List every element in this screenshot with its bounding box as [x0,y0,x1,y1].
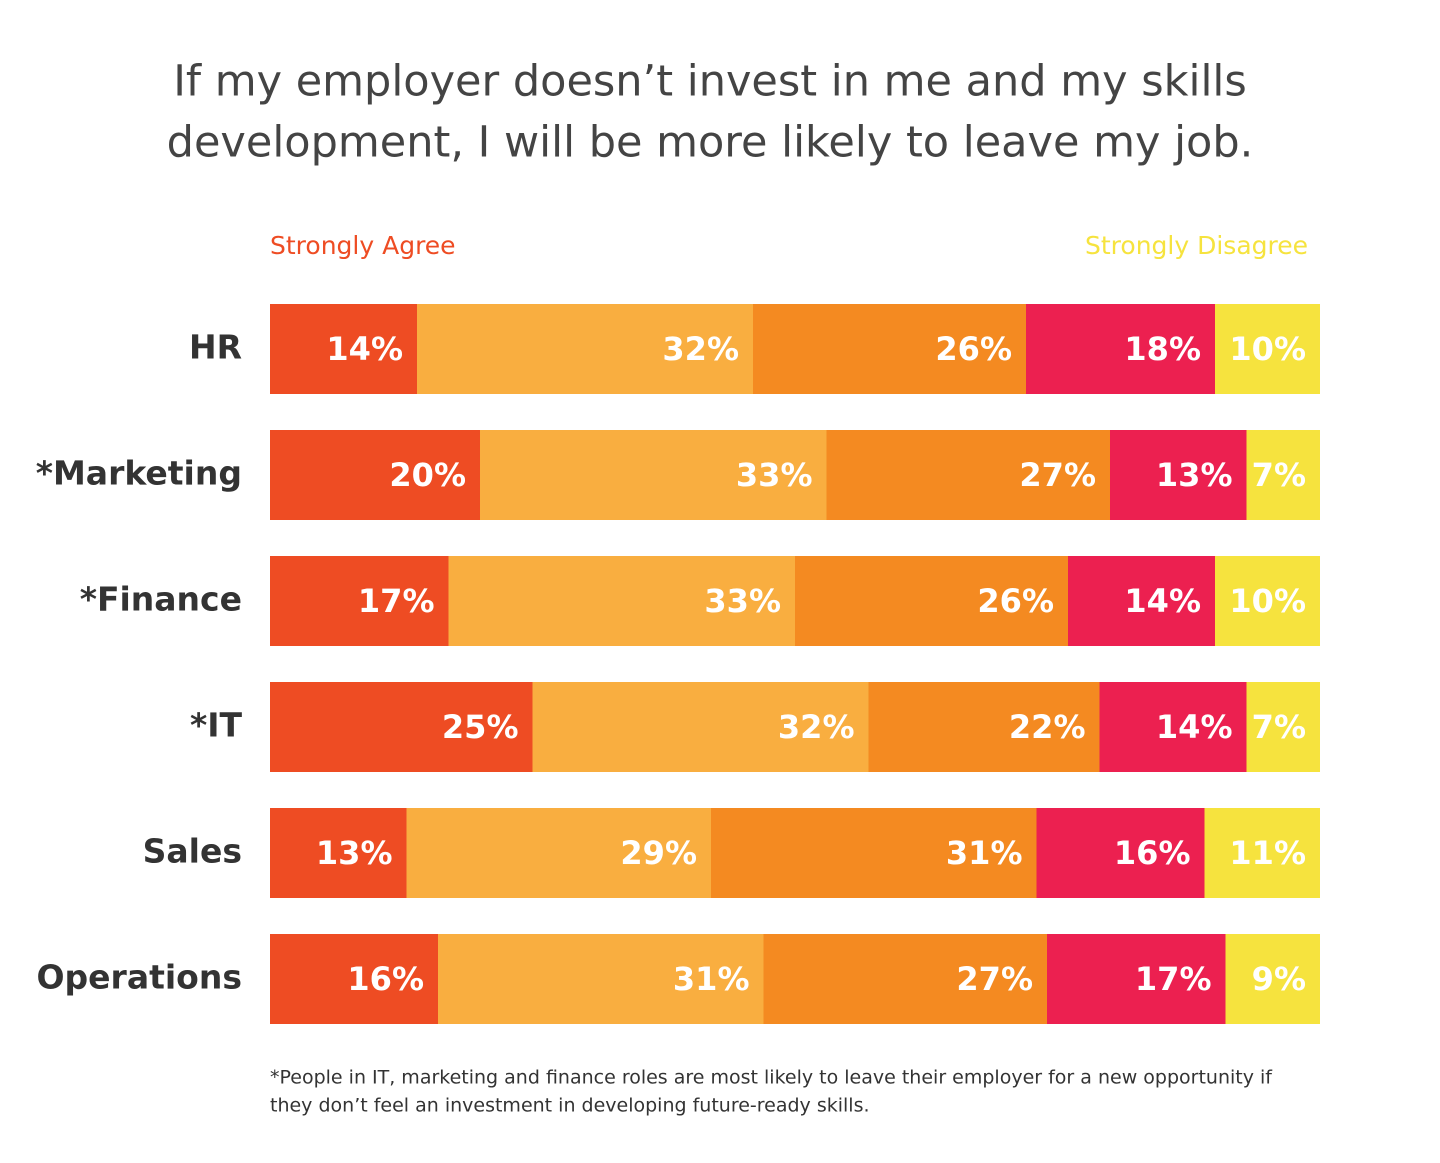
value-label: 22% [1009,708,1086,746]
value-label: 31% [946,834,1023,872]
bar-segment [270,682,533,772]
chart-title: If my employer doesn’t invest in me and … [173,57,1247,107]
value-label: 18% [1124,330,1201,368]
bar-segment [270,934,438,1024]
bar-segment [1026,304,1215,394]
bar-segment [753,304,1026,394]
value-label: 7% [1252,456,1306,494]
value-label: 13% [316,834,393,872]
bar-segment [270,556,449,646]
bar-segment [1068,556,1215,646]
value-label: 16% [1114,834,1191,872]
category-label: HR [189,328,242,367]
category-label: *Finance [80,580,242,619]
value-label: 14% [1156,708,1233,746]
bar-segment [532,682,869,772]
value-label: 33% [736,456,813,494]
bar-segment [763,934,1047,1024]
value-label: 10% [1229,582,1306,620]
bar-segment [270,808,407,898]
bar-segment [1215,556,1320,646]
bar-segment [826,430,1110,520]
value-label: 29% [620,834,697,872]
value-label: 31% [673,960,750,998]
value-label: 33% [704,582,781,620]
bar-segment [711,808,1037,898]
bar-segment [480,430,827,520]
legend-label: Strongly Disagree [1085,231,1308,260]
bar-segment [417,304,753,394]
value-label: 10% [1229,330,1306,368]
bar-segment [448,556,795,646]
value-label: 9% [1252,960,1306,998]
value-label: 17% [358,582,435,620]
value-label: 26% [977,582,1054,620]
bar-segment [1036,808,1205,898]
bar-segment [270,304,417,394]
value-label: 17% [1135,960,1212,998]
value-label: 32% [662,330,739,368]
value-label: 14% [1124,582,1201,620]
bar-segment [1204,808,1320,898]
bar-segment [270,430,480,520]
bar-segment [795,556,1068,646]
category-label: *Marketing [36,454,242,493]
value-label: 27% [956,960,1033,998]
bar-segment [1225,934,1320,1024]
bar-segment [1246,430,1320,520]
chart-title: development, I will be more likely to le… [167,118,1254,168]
footnote: *People in IT, marketing and finance rol… [270,1067,1273,1089]
value-label: 27% [1019,456,1096,494]
value-label: 25% [442,708,519,746]
category-label: Sales [143,832,242,871]
bar-segment [438,934,764,1024]
value-label: 14% [326,330,403,368]
value-label: 13% [1156,456,1233,494]
bar-segment [1110,430,1247,520]
bar-segment [406,808,711,898]
value-label: 16% [347,960,424,998]
value-label: 20% [389,456,466,494]
value-label: 32% [778,708,855,746]
value-label: 26% [935,330,1012,368]
footnote: they don’t feel an investment in develop… [270,1095,870,1117]
bar-segment [1099,682,1247,772]
category-label: Operations [37,958,243,997]
bar-segment [1047,934,1226,1024]
value-label: 11% [1229,834,1306,872]
category-label: *IT [190,706,243,745]
value-label: 7% [1252,708,1306,746]
legend-label: Strongly Agree [270,231,456,260]
bar-segment [1215,304,1320,394]
bar-segment [1246,682,1320,772]
bar-segment [868,682,1100,772]
